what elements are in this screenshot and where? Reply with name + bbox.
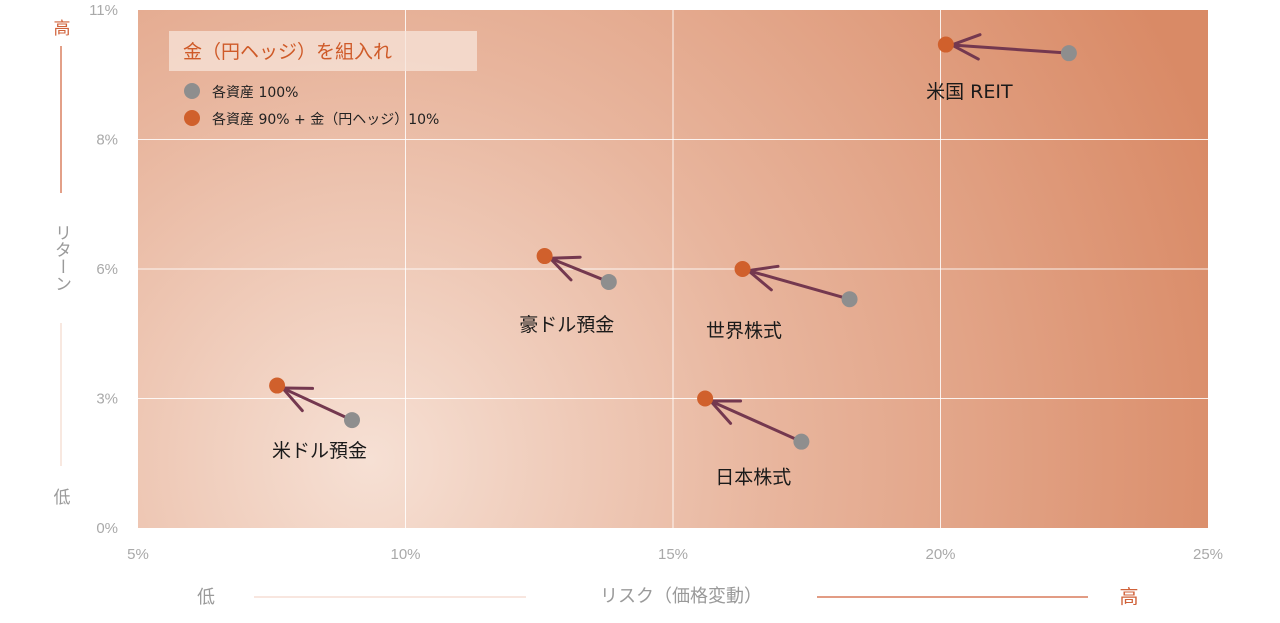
x-tick-label: 5% xyxy=(127,546,149,563)
legend: 金（円ヘッジ）を組入れ 各資産 100% 各資産 90% + 金（円ヘッジ）10… xyxy=(169,31,477,128)
y-tick-label: 0% xyxy=(96,520,118,537)
legend-item-asset-100: 各資産 100% xyxy=(212,85,298,101)
y-tick-label: 6% xyxy=(96,261,118,278)
point-asset-100 xyxy=(793,433,810,450)
y-axis-annotation: 高 リターン 低 xyxy=(51,19,71,508)
point-gold-hedged xyxy=(269,377,286,394)
shift-arrow-shaft xyxy=(746,269,852,301)
point-gold-hedged xyxy=(697,390,714,407)
grid-lines xyxy=(138,10,1208,528)
point-gold-hedged xyxy=(937,36,954,53)
y-tick-label: 3% xyxy=(96,391,118,408)
point-asset-100 xyxy=(344,412,360,429)
x-axis-title: リスク（価格変動） xyxy=(600,586,762,607)
shift-arrow-shaft xyxy=(709,399,803,444)
legend-item-gold-hedged: 各資産 90% + 金（円ヘッジ）10% xyxy=(212,112,439,128)
tick-labels: 5% 10% 15% 20% 25% 0% 3% 6% 8% 11% xyxy=(89,2,1223,563)
data-points xyxy=(269,36,1077,450)
x-tick-label: 20% xyxy=(925,546,955,563)
point-gold-hedged xyxy=(734,261,751,277)
y-axis-low-label: 低 xyxy=(54,488,71,508)
y-tick-label: 11% xyxy=(89,2,118,19)
point-label: 豪ドル預金 xyxy=(519,314,614,336)
point-label: 米国 REIT xyxy=(926,81,1013,103)
x-axis-high-label: 高 xyxy=(1119,586,1138,608)
x-axis-annotation: 低 リスク（価格変動） 高 xyxy=(197,586,1139,608)
point-asset-100 xyxy=(600,273,617,290)
legend-marker-asset-100 xyxy=(184,83,200,99)
y-tick-label: 8% xyxy=(96,132,118,149)
x-tick-label: 25% xyxy=(1193,546,1223,563)
x-tick-label: 10% xyxy=(390,546,420,563)
shift-arrows xyxy=(281,33,1071,444)
legend-title: 金（円ヘッジ）を組入れ xyxy=(183,41,392,63)
shift-arrow-shaft xyxy=(548,256,611,284)
x-tick-label: 15% xyxy=(658,546,688,563)
point-label: 米ドル預金 xyxy=(272,440,367,462)
y-axis-title: リターン xyxy=(51,224,71,292)
point-asset-100 xyxy=(1060,45,1077,62)
point-gold-hedged xyxy=(536,248,553,265)
legend-marker-gold-hedged xyxy=(184,110,200,126)
shift-arrow-shaft xyxy=(281,386,354,422)
shift-arrow-shaft xyxy=(950,43,1071,55)
legend-title-box xyxy=(169,31,477,71)
x-axis-low-label: 低 xyxy=(197,587,215,608)
point-asset-100 xyxy=(841,291,858,308)
point-label: 日本株式 xyxy=(715,467,791,489)
y-axis-high-label: 高 xyxy=(54,19,71,39)
point-label: 世界株式 xyxy=(706,320,782,342)
